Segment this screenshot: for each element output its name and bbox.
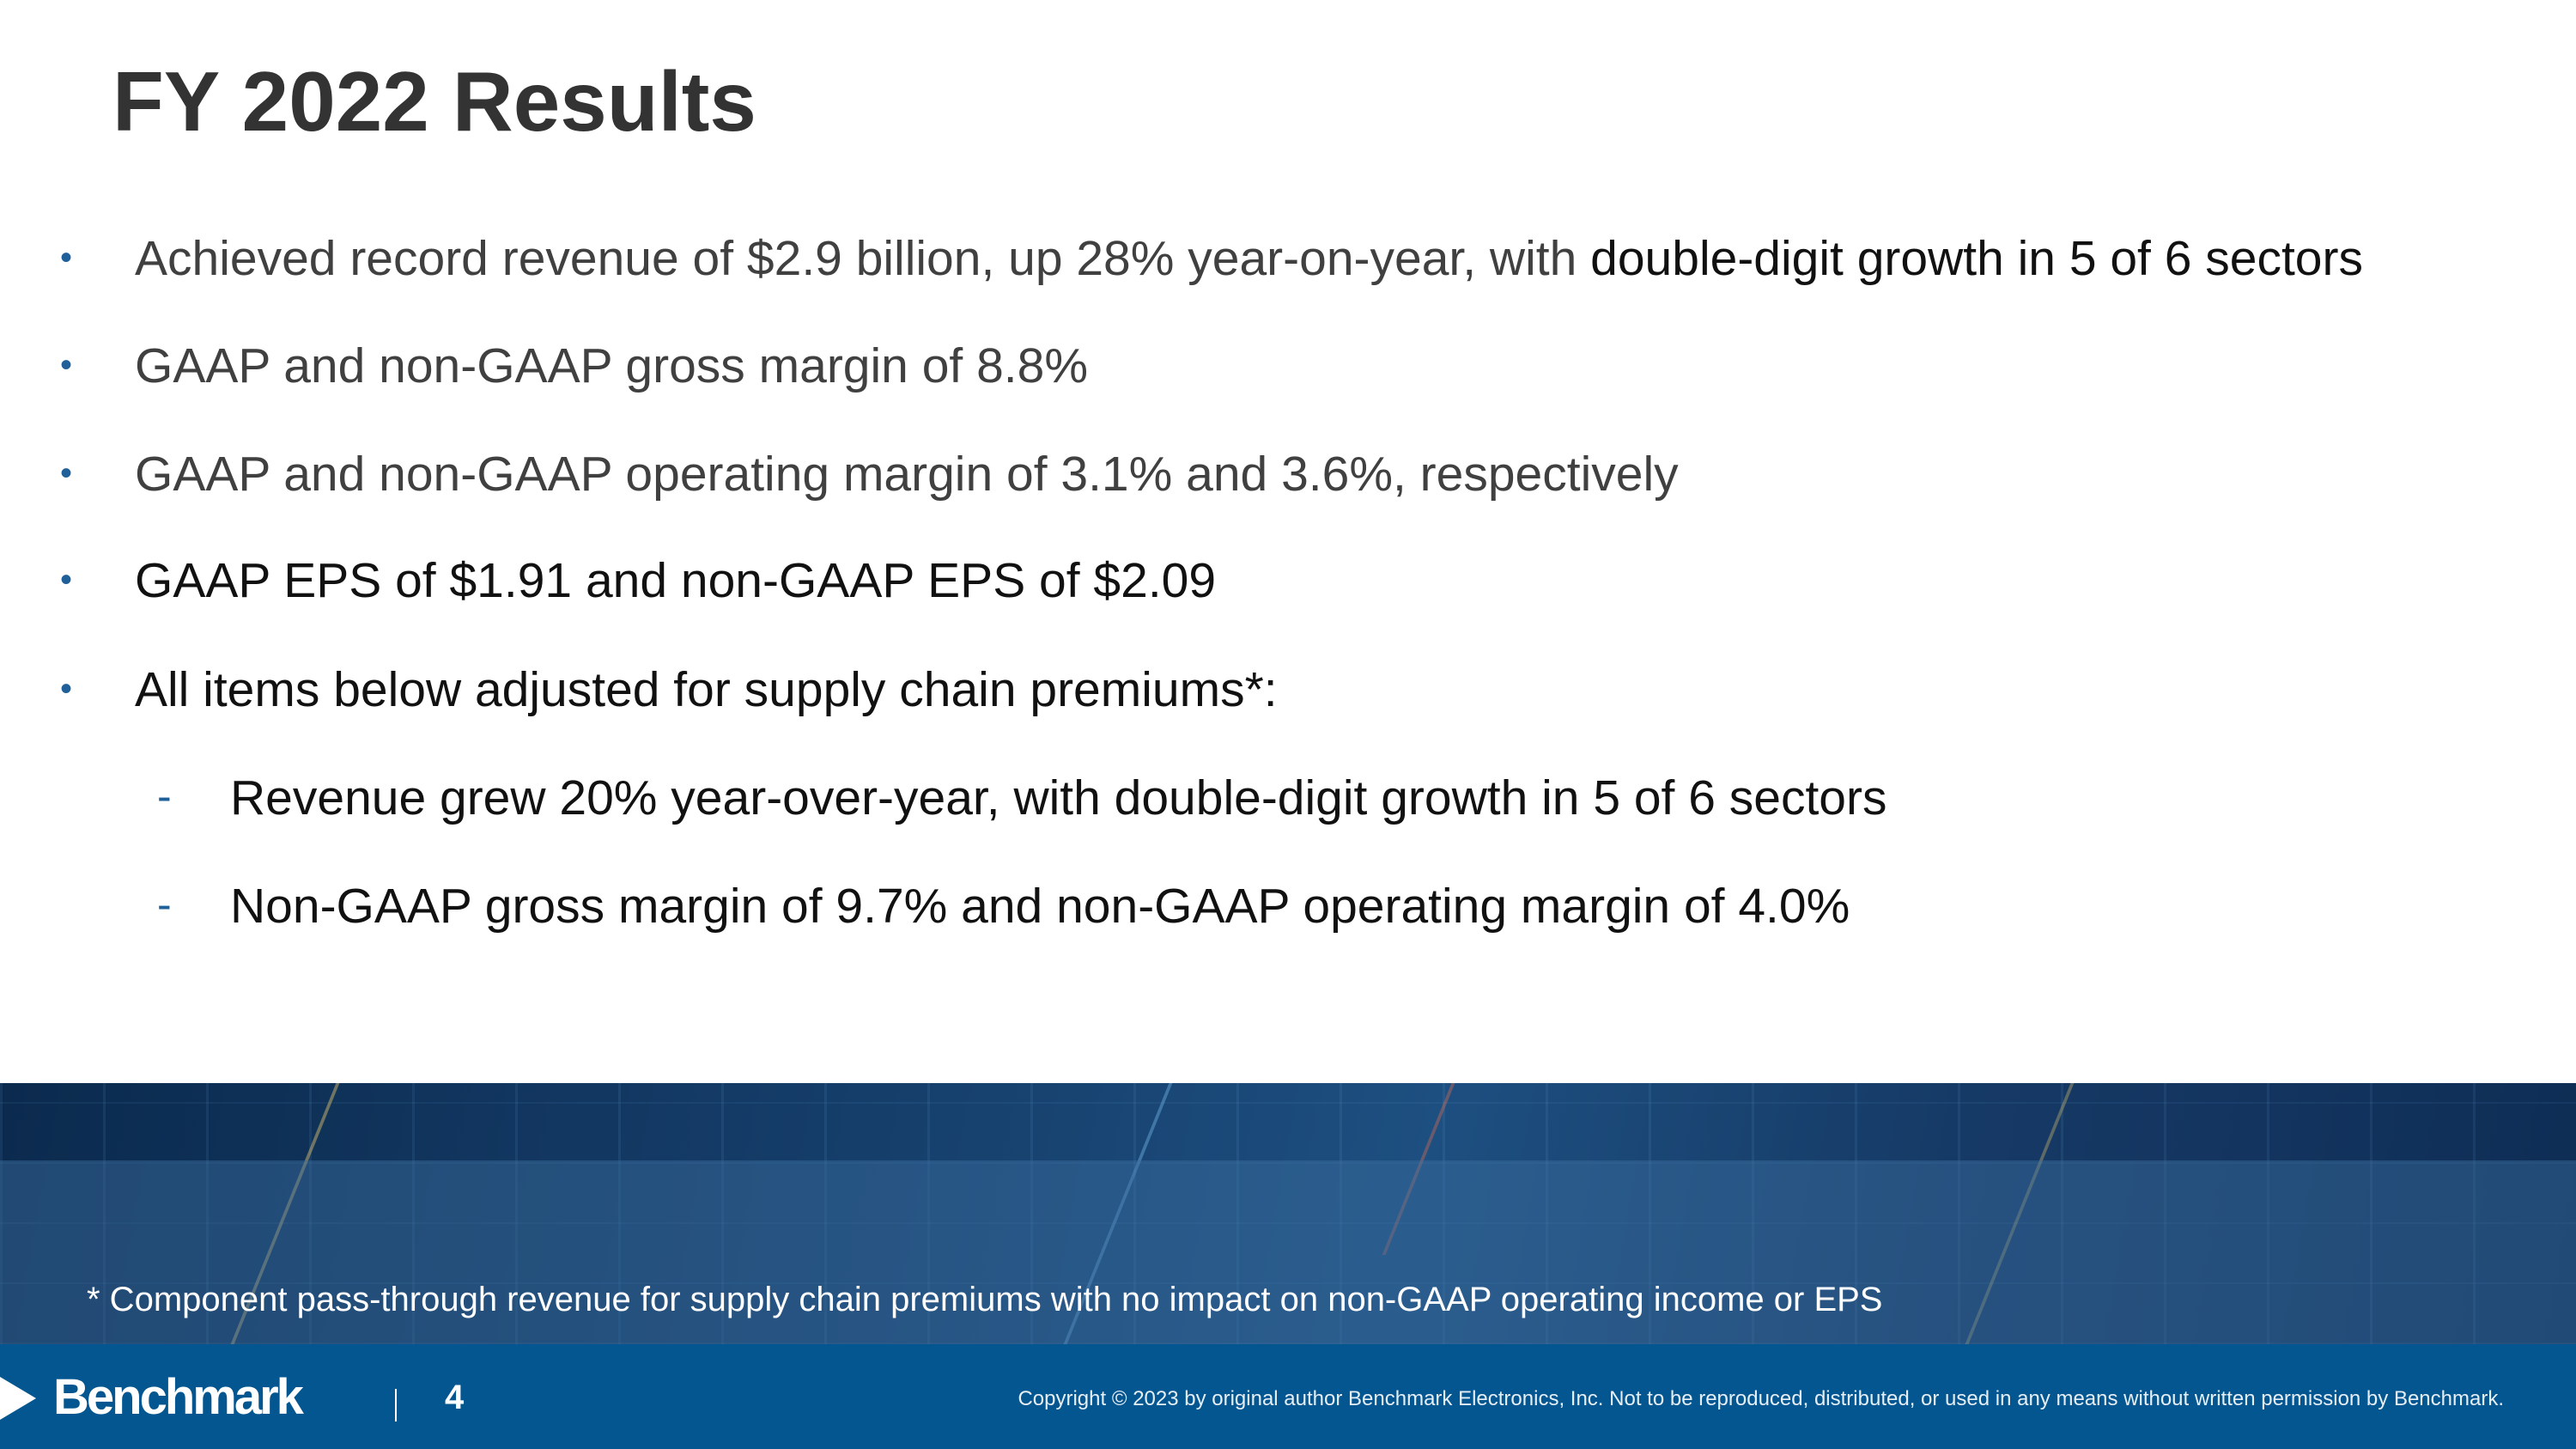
sub-bullet-text: Revenue grew 20% year-over-year, with do…	[230, 770, 1887, 825]
slide-title: FY 2022 Results	[112, 54, 756, 149]
bullet-text: GAAP and non-GAAP operating margin of 3.…	[135, 447, 1679, 502]
bullet-marker: •	[60, 346, 73, 384]
footer: Benchmark 4 Copyright © 2023 by original…	[0, 1344, 2576, 1449]
footnote-overlay: * Component pass-through revenue for sup…	[0, 1160, 2576, 1344]
footnote: * Component pass-through revenue for sup…	[87, 1281, 1883, 1318]
sub-bullet-text: Non-GAAP gross margin of 9.7% and non-GA…	[230, 879, 1850, 934]
bullet-text: Achieved record revenue of $2.9 billion,…	[135, 231, 1577, 286]
bullet-text-continued: double-digit growth in 5 of 6 sectors	[1577, 231, 2363, 286]
page-number: 4	[445, 1379, 465, 1416]
dash-marker: -	[157, 772, 172, 820]
divider	[395, 1389, 397, 1422]
benchmark-logo: Benchmark	[53, 1369, 304, 1425]
bullet-text: GAAP and non-GAAP gross margin of 8.8%	[135, 338, 1088, 393]
bullet-marker: •	[60, 561, 73, 599]
bullet-marker: •	[60, 239, 73, 277]
copyright-notice: Copyright © 2023 by original author Benc…	[1018, 1387, 2504, 1410]
bullet-marker: •	[60, 454, 73, 492]
circuit-banner-image: * Component pass-through revenue for sup…	[0, 1083, 2576, 1344]
bullet-text: All items below adjusted for supply chai…	[135, 662, 1278, 717]
bullet-text: GAAP EPS of $1.91 and non-GAAP EPS of $2…	[135, 553, 1217, 608]
bullet-marker: •	[60, 670, 73, 708]
benchmark-logo-arrow-icon	[0, 1377, 36, 1420]
dash-marker: -	[157, 880, 172, 928]
